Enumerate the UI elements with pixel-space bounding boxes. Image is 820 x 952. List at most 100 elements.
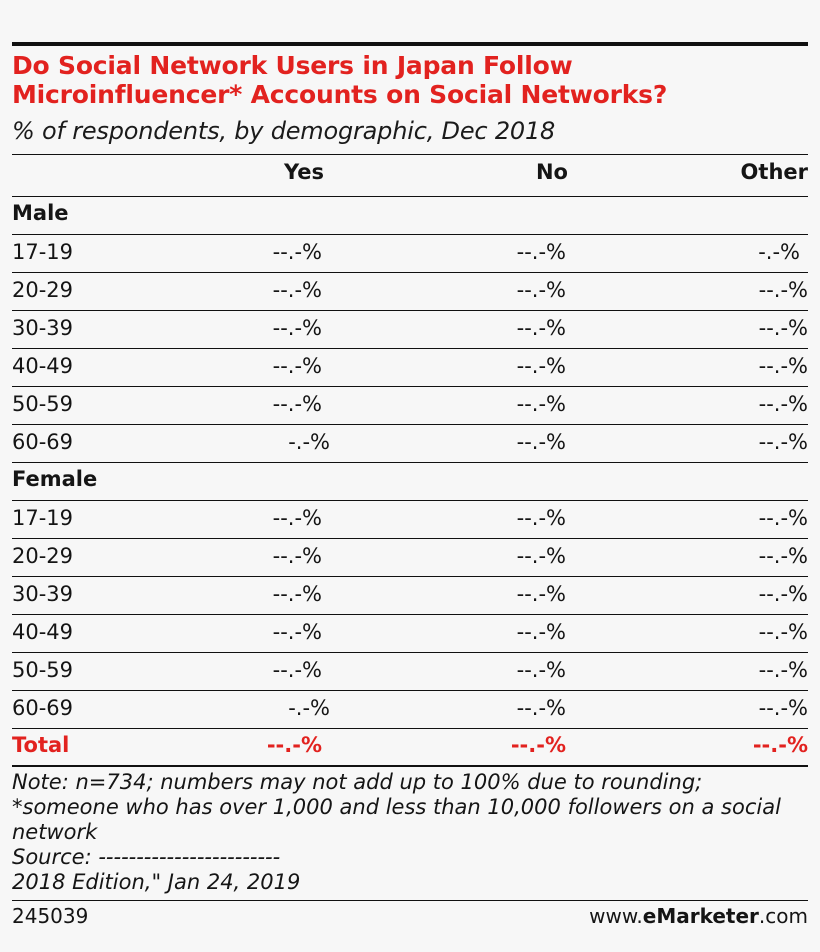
table-row: 30-39 --.-% --.-% --.-% <box>12 310 808 347</box>
row-label: 30-39 <box>12 582 74 606</box>
column-header-other: Other <box>740 160 808 184</box>
table-row: 60-69 -.-% --.-% --.-% <box>12 424 808 461</box>
chart-id: 245039 <box>12 904 89 928</box>
table-header-row: Yes No Other <box>12 154 808 191</box>
yes-value: --.-% <box>272 240 322 264</box>
table-divider <box>12 234 808 235</box>
source-line: Source: ------------------------ <box>12 845 281 869</box>
no-value: --.-% <box>516 316 566 340</box>
other-value: -.-% <box>758 240 800 264</box>
yes-value: --.-% <box>272 658 322 682</box>
section-label-male: Male <box>12 201 69 225</box>
table-divider <box>12 728 808 729</box>
yes-value: --.-% <box>272 582 322 606</box>
no-value: --.-% <box>516 658 566 682</box>
brand-name: eMarketer <box>642 904 759 928</box>
total-other-value: --.-% <box>752 733 808 757</box>
table-divider <box>12 690 808 691</box>
table-divider <box>12 386 808 387</box>
other-value: --.-% <box>758 430 808 454</box>
no-value: --.-% <box>516 544 566 568</box>
row-label: 50-59 <box>12 658 74 682</box>
total-label: Total <box>12 733 70 757</box>
note-line: Note: n=734; numbers may not add up to 1… <box>12 770 703 794</box>
row-label: 50-59 <box>12 392 74 416</box>
no-value: --.-% <box>516 354 566 378</box>
yes-value: -.-% <box>288 696 330 720</box>
other-value: --.-% <box>758 582 808 606</box>
total-row: Total --.-% --.-% --.-% <box>12 728 808 765</box>
brand-suffix: .com <box>758 904 808 928</box>
other-value: --.-% <box>758 316 808 340</box>
other-value: --.-% <box>758 658 808 682</box>
row-label: 60-69 <box>12 430 74 454</box>
total-yes-value: --.-% <box>266 733 322 757</box>
no-value: --.-% <box>516 506 566 530</box>
row-label: 20-29 <box>12 544 74 568</box>
no-value: --.-% <box>516 240 566 264</box>
section-row-male: Male <box>12 196 808 233</box>
table-row: 40-49 --.-% --.-% --.-% <box>12 614 808 651</box>
chart-subtitle: % of respondents, by demographic, Dec 20… <box>12 117 556 145</box>
brand-prefix: www. <box>589 904 643 928</box>
brand-credit: www.eMarketer.com <box>589 904 808 928</box>
other-value: --.-% <box>758 544 808 568</box>
table-row: 60-69 -.-% --.-% --.-% <box>12 690 808 727</box>
yes-value: --.-% <box>272 278 322 302</box>
table-bottom-rule <box>12 765 808 767</box>
other-value: --.-% <box>758 392 808 416</box>
table-row: 50-59 --.-% --.-% --.-% <box>12 652 808 689</box>
other-value: --.-% <box>758 506 808 530</box>
no-value: --.-% <box>516 582 566 606</box>
row-label: 40-49 <box>12 620 74 644</box>
row-label: 17-19 <box>12 240 74 264</box>
table-divider <box>12 424 808 425</box>
note-line: *someone who has over 1,000 and less tha… <box>12 795 788 844</box>
table-row: 50-59 --.-% --.-% --.-% <box>12 386 808 423</box>
chart-title: Do Social Network Users in Japan Follow … <box>12 51 668 109</box>
table-divider <box>12 462 808 463</box>
no-value: --.-% <box>516 620 566 644</box>
yes-value: -.-% <box>288 430 330 454</box>
total-no-value: --.-% <box>510 733 566 757</box>
yes-value: --.-% <box>272 506 322 530</box>
row-label: 30-39 <box>12 316 74 340</box>
table-divider <box>12 500 808 501</box>
table-divider <box>12 538 808 539</box>
no-value: --.-% <box>516 696 566 720</box>
table-row: 17-19 --.-% --.-% --.-% <box>12 500 808 537</box>
yes-value: --.-% <box>272 316 322 340</box>
yes-value: --.-% <box>272 544 322 568</box>
table-divider <box>12 614 808 615</box>
column-header-yes: Yes <box>283 160 324 184</box>
other-value: --.-% <box>758 620 808 644</box>
table-row: 40-49 --.-% --.-% --.-% <box>12 348 808 385</box>
footer-rule <box>12 900 808 901</box>
table-divider <box>12 310 808 311</box>
no-value: --.-% <box>516 430 566 454</box>
table-row: 30-39 --.-% --.-% --.-% <box>12 576 808 613</box>
yes-value: --.-% <box>272 620 322 644</box>
yes-value: --.-% <box>272 392 322 416</box>
table-divider <box>12 272 808 273</box>
chart-frame: Do Social Network Users in Japan Follow … <box>12 0 808 952</box>
table-row: 20-29 --.-% --.-% --.-% <box>12 272 808 309</box>
notes: Note: n=734; numbers may not add up to 1… <box>12 770 808 895</box>
row-label: 60-69 <box>12 696 74 720</box>
table-divider <box>12 576 808 577</box>
table-row: 17-19 --.-% --.-% -.-% <box>12 234 808 271</box>
section-label-female: Female <box>12 467 98 491</box>
yes-value: --.-% <box>272 354 322 378</box>
table-row: 20-29 --.-% --.-% --.-% <box>12 538 808 575</box>
source-edition-line: 2018 Edition," Jan 24, 2019 <box>12 870 301 894</box>
data-table: Yes No Other Male 17-19 --.-% --.-% -.-%… <box>12 154 808 768</box>
no-value: --.-% <box>516 278 566 302</box>
other-value: --.-% <box>758 354 808 378</box>
table-divider <box>12 348 808 349</box>
row-label: 17-19 <box>12 506 74 530</box>
section-row-female: Female <box>12 462 808 499</box>
row-label: 20-29 <box>12 278 74 302</box>
row-label: 40-49 <box>12 354 74 378</box>
top-rule <box>12 42 808 46</box>
no-value: --.-% <box>516 392 566 416</box>
